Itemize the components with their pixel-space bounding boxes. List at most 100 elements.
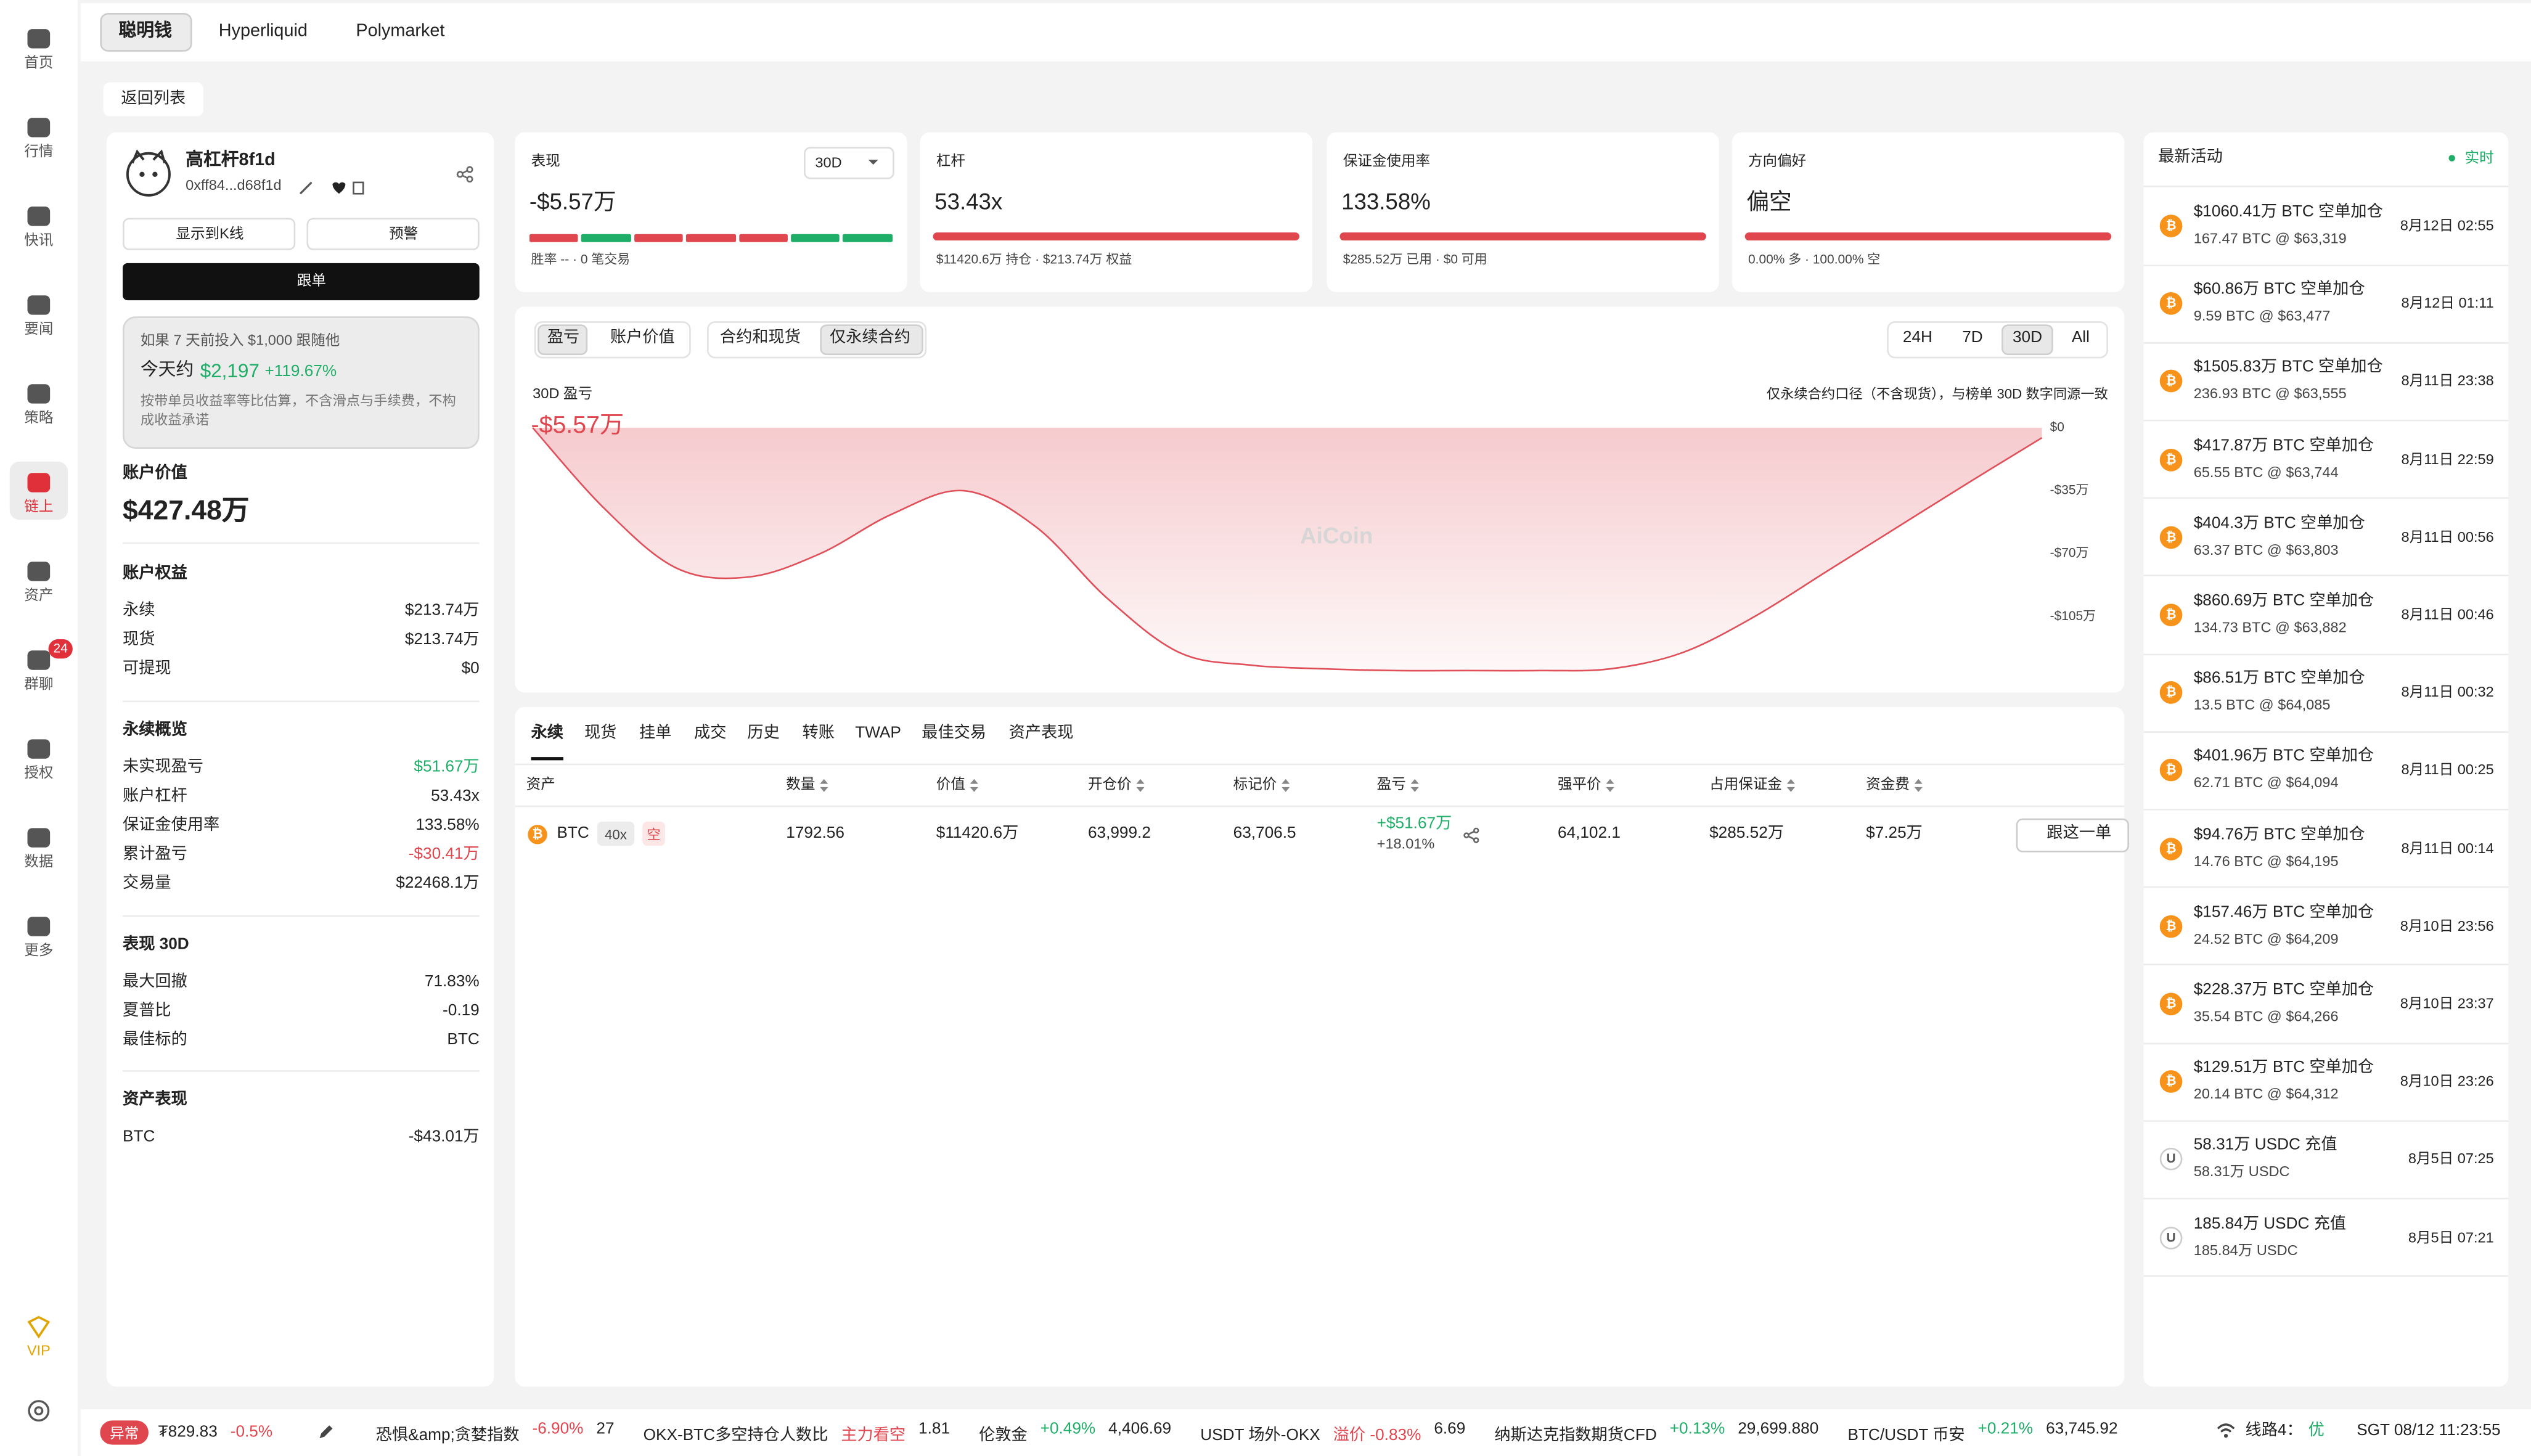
activity-panel: [2143, 132, 2509, 1387]
position-tab[interactable]: 挂单: [639, 724, 672, 743]
network-quality: 优: [2308, 1422, 2325, 1440]
column-header[interactable]: 价值: [936, 776, 978, 793]
ticker-name: 伦敦金: [979, 1426, 1028, 1444]
sidebar: [0, 0, 78, 1456]
sort-icon: [970, 778, 978, 791]
column-header[interactable]: 强平价: [1558, 776, 1614, 793]
card-value: 偏空: [1746, 188, 1792, 215]
nav-icon: [27, 384, 51, 404]
back-button[interactable]: [103, 82, 203, 117]
range-tab[interactable]: All: [2071, 329, 2090, 348]
column-header[interactable]: 占用保证金: [1709, 776, 1795, 793]
card-sub: 胜率 -- · 0 笔交易: [531, 252, 631, 267]
activity-time: 8月12日 01:11: [2401, 295, 2494, 311]
ticker-item[interactable]: 恐惧&amp;贪婪指数 -6.90% 27: [376, 1420, 615, 1444]
row-value: BTC: [447, 1031, 480, 1050]
period-select[interactable]: [804, 147, 894, 179]
sort-icon: [1410, 778, 1419, 791]
range-tab[interactable]: 30D: [2012, 329, 2043, 348]
row-label: 最佳标的: [123, 1031, 187, 1050]
chart-tab[interactable]: 账户价值: [610, 329, 675, 348]
nav-item[interactable]: 更多: [24, 942, 54, 959]
row-label: 保证金使用率: [123, 817, 220, 835]
column-header[interactable]: 数量: [786, 776, 828, 793]
activity-icon: [2159, 603, 2183, 627]
share[interactable]: [456, 166, 473, 183]
column-header[interactable]: 资金费: [1866, 776, 1923, 793]
tab[interactable]: Hyperliquid: [218, 22, 308, 41]
range-tab[interactable]: 7D: [1962, 329, 1983, 348]
ticker-change: 主力看空: [841, 1426, 906, 1444]
tab-active[interactable]: [100, 12, 192, 52]
edit-icon[interactable]: [317, 1423, 333, 1439]
ticker-item[interactable]: 伦敦金 +0.49% 4,406.69: [979, 1420, 1171, 1444]
stat-card: [1327, 132, 1719, 292]
settings-icon[interactable]: [28, 1399, 51, 1422]
ticker-item[interactable]: 纳斯达克指数期货CFD +0.13% 29,699.880: [1494, 1420, 1818, 1444]
ticker-change: 溢价 -0.83%: [1333, 1426, 1421, 1444]
follow-order-button[interactable]: [2016, 818, 2129, 853]
divider: [123, 700, 480, 702]
position-tab[interactable]: 现货: [584, 724, 617, 743]
kline-button[interactable]: [123, 218, 296, 250]
address-actions[interactable]: [298, 179, 364, 195]
nav-item[interactable]: 行情: [24, 143, 54, 160]
position-tab[interactable]: 历史: [747, 724, 780, 743]
position-tab[interactable]: 最佳交易: [922, 724, 986, 743]
follow-label: 跟单: [296, 272, 326, 288]
top-bar: [80, 3, 2531, 62]
nav-item[interactable]: 资产: [24, 587, 54, 603]
row-value: $22468.1万: [396, 875, 480, 894]
chart-tab[interactable]: 盈亏: [547, 329, 580, 348]
nav-item[interactable]: 首页: [24, 54, 54, 71]
nav-item[interactable]: 群聊: [24, 676, 54, 692]
nav-item[interactable]: 快讯: [24, 232, 54, 248]
chart-tab[interactable]: 合约和现货: [719, 329, 801, 348]
card-value: 133.58%: [1341, 188, 1431, 215]
position-tab[interactable]: 成交: [694, 724, 727, 743]
ticker-item[interactable]: USDT 场外-OKX 溢价 -0.83% 6.69: [1200, 1420, 1465, 1444]
cell-mark: 63,706.5: [1233, 825, 1296, 843]
chart-tab[interactable]: 仅永续合约: [829, 329, 910, 348]
position-tab[interactable]: 永续: [531, 724, 563, 743]
tab[interactable]: 聪明钱: [118, 22, 172, 41]
ticker-item[interactable]: OKX-BTC多空持仓人数比 主力看空 1.81: [644, 1420, 950, 1444]
position-tab[interactable]: TWAP: [855, 724, 901, 743]
ticker-name: ₮829.83: [158, 1423, 218, 1441]
divider: [515, 805, 2125, 808]
position-tab[interactable]: 资产表现: [1008, 724, 1074, 743]
column-header[interactable]: 标记价: [1233, 776, 1290, 793]
column-header[interactable]: 开仓价: [1088, 776, 1145, 793]
activity-sub: 167.47 BTC @ $63,319: [2193, 230, 2347, 247]
row-value: -0.19: [443, 1002, 480, 1020]
nav-item[interactable]: 授权: [24, 764, 54, 781]
share[interactable]: [1463, 827, 1479, 843]
activity-sub: 13.5 BTC @ $64,085: [2193, 697, 2331, 713]
ticker-item[interactable]: BTC/USDT 币安 +0.21% 63,745.92: [1847, 1420, 2117, 1444]
side-badge: [642, 821, 665, 846]
sim-amount: $2,197: [200, 359, 260, 383]
activity-title-text: $157.46万 BTC 空单加仓: [2193, 903, 2374, 922]
ticker-name: 纳斯达克指数期货CFD: [1494, 1426, 1657, 1444]
y-tick-label: -$105万: [2050, 609, 2096, 623]
nav-item[interactable]: VIP: [27, 1342, 51, 1359]
nav-item[interactable]: 策略: [24, 409, 54, 426]
activity-icon: [2159, 915, 2183, 938]
divider: [2143, 653, 2509, 655]
activity-time: 8月12日 02:55: [2400, 217, 2494, 234]
progress-bar: [1339, 232, 1706, 241]
activity-glyph: ₿: [2165, 918, 2177, 933]
tab[interactable]: Polymarket: [356, 22, 445, 41]
nav-item[interactable]: 链上: [24, 498, 54, 515]
column-header[interactable]: 盈亏: [1377, 776, 1419, 793]
alert-button[interactable]: [306, 218, 480, 250]
position-tab[interactable]: 转账: [802, 724, 835, 743]
nav-item[interactable]: 要闻: [24, 321, 54, 337]
ticker-item[interactable]: ₮829.83 -0.5%: [158, 1423, 334, 1441]
positions-panel: [515, 706, 2125, 1387]
activity-title-text: $401.96万 BTC 空单加仓: [2193, 748, 2374, 766]
follow-button[interactable]: [123, 263, 480, 301]
nav-item[interactable]: 数据: [24, 853, 54, 870]
section-title: 账户权益: [123, 565, 187, 583]
range-tab[interactable]: 24H: [1902, 329, 1932, 348]
